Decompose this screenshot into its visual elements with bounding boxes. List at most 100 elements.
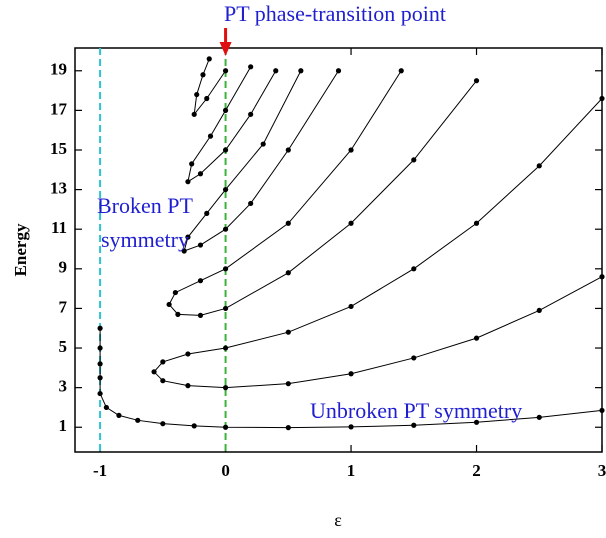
y-tick-label: 13 [50,179,67,198]
data-point [536,414,542,420]
x-tick-label: 0 [221,461,230,480]
data-point [197,242,204,248]
data-point [273,68,279,74]
y-tick-label: 1 [59,416,68,435]
x-tick-label: 3 [598,461,606,480]
data-point [222,68,229,74]
data-point [160,378,166,384]
data-point [536,163,542,169]
data-point [222,266,229,272]
energy-curve [168,70,477,316]
data-point [181,248,187,254]
data-point [185,234,191,240]
data-point [222,186,229,193]
data-point [285,425,291,431]
data-point [151,369,157,375]
data-point [335,68,342,74]
data-point [103,404,109,411]
y-tick-label: 7 [59,297,68,316]
data-point [222,226,229,232]
data-point [166,301,172,308]
data-point [536,307,542,314]
data-point [260,141,266,147]
data-point [411,157,417,163]
data-point [191,423,197,429]
data-point [348,220,354,226]
y-tick-label: 9 [59,258,68,277]
data-point [97,325,103,331]
data-point [97,345,103,351]
data-point [207,133,214,139]
data-point [248,64,254,70]
data-point [194,91,200,98]
data-point [348,303,354,310]
data-point [599,407,605,414]
data-point [116,412,122,418]
data-point [175,311,181,317]
data-point [411,355,417,361]
data-point [473,335,480,341]
data-point [599,274,605,280]
y-tick-label: 15 [50,139,67,158]
plot-frame [74,47,603,453]
data-point [185,179,191,185]
data-point [172,289,178,296]
chart-title: PT phase-transition point [224,1,446,26]
data-point [222,305,229,312]
data-point [348,147,354,153]
annotation: symmetry [101,227,189,252]
x-tick-label: 1 [347,461,356,480]
data-point [206,56,212,62]
data-point [97,361,103,367]
arrow-head [219,42,232,56]
data-point [135,417,141,423]
data-point [473,419,480,425]
x-tick-label: -1 [93,461,107,480]
y-axis-label: Energy [11,223,30,276]
data-point [197,278,204,284]
data-point [160,421,166,427]
data-point [411,422,417,428]
data-point [97,390,103,397]
data-point [285,220,291,226]
y-tick-label: 3 [59,377,68,396]
data-point [222,385,229,391]
data-point [473,78,480,84]
data-point [222,107,229,113]
data-point [204,95,210,102]
data-point [285,329,291,335]
data-point [473,220,480,226]
data-point [348,371,354,377]
annotation: Unbroken PT symmetry [310,398,522,423]
data-point [222,424,229,430]
y-tick-label: 11 [51,218,67,237]
data-point [285,270,291,276]
data-point [197,171,204,177]
x-axis-label: ε [334,510,342,530]
y-tick-label: 19 [50,60,67,79]
annotation: Broken PT [97,193,194,218]
data-point [185,351,191,357]
energy-curve [187,66,277,183]
data-point [222,345,229,351]
data-point [197,312,204,318]
data-point [222,147,229,153]
energy-curve [153,98,603,389]
data-point [97,375,103,381]
data-point [200,72,206,78]
data-point [160,359,166,365]
data-point [298,68,304,74]
y-tick-label: 17 [50,99,68,118]
data-point [248,200,254,207]
data-point [348,424,354,430]
data-point [398,68,404,74]
y-tick-label: 5 [59,337,68,356]
data-point [285,147,291,153]
data-point [248,111,254,117]
x-tick-label: 2 [472,461,481,480]
data-point [411,266,417,272]
data-point [189,161,195,167]
energy-curve [193,58,226,117]
data-point [204,210,210,216]
